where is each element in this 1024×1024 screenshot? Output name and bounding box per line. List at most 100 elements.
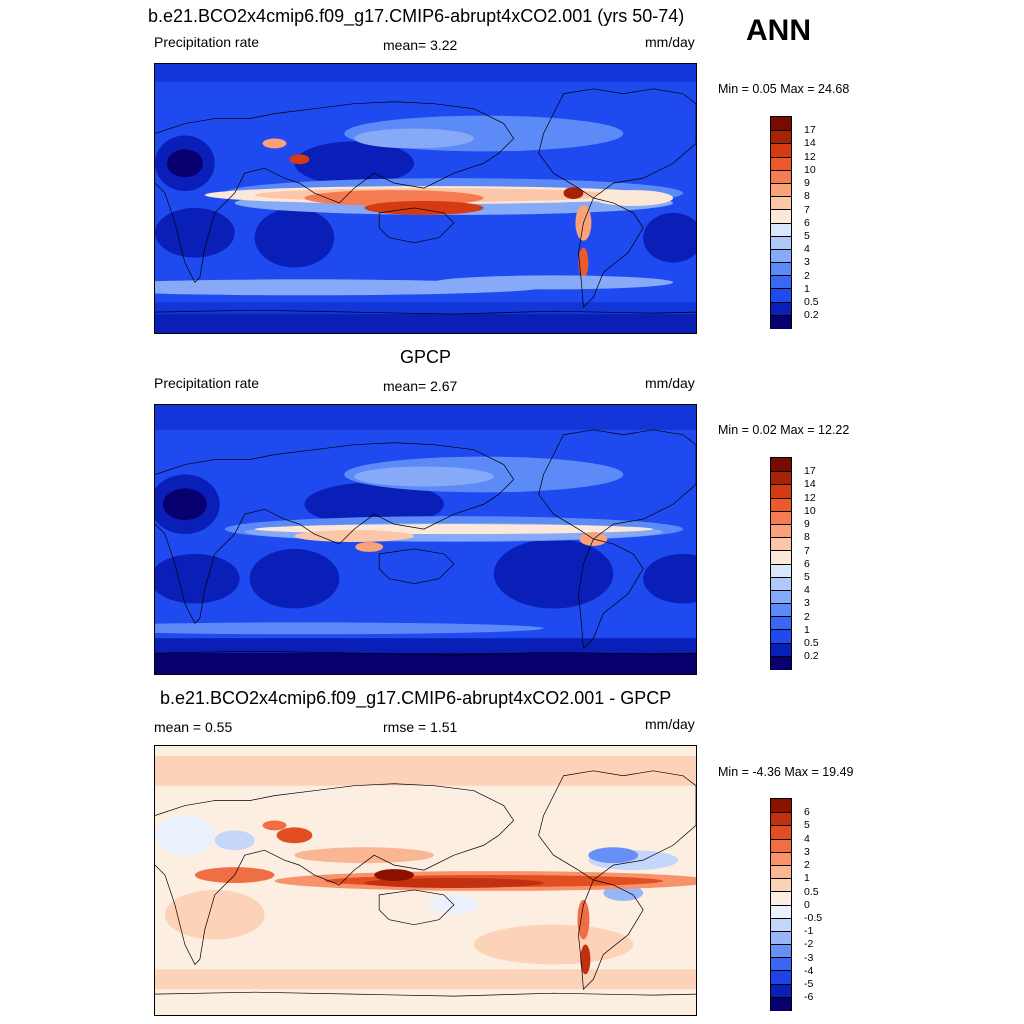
colorbar-tick-label: 1 [804, 283, 810, 295]
colorbar-tick-label: 4 [804, 243, 810, 255]
colorbar-swatch [771, 799, 791, 814]
colorbar-swatch [771, 945, 791, 959]
colorbar-swatch [771, 117, 791, 132]
colorbar-tick-label: 4 [804, 833, 810, 845]
colorbar-swatch [771, 249, 791, 264]
colorbar-tick-label: 8 [804, 531, 810, 543]
colorbar-swatch [771, 236, 791, 250]
colorbar-swatch [771, 564, 791, 578]
panel1-map-svg [155, 64, 696, 333]
colorbar-tick-label: 12 [804, 492, 816, 504]
colorbar-swatch [771, 984, 791, 998]
colorbar-tick-label: 3 [804, 846, 810, 858]
colorbar-swatch [771, 511, 791, 525]
panel2-units: mm/day [645, 375, 695, 391]
colorbar-swatch [771, 223, 791, 237]
colorbar-swatch [771, 839, 791, 853]
panel3-rmse: rmse = 1.51 [383, 719, 458, 735]
colorbar-tick-label: 9 [804, 177, 810, 189]
panel1-colorbar [770, 116, 792, 329]
colorbar-tick-label: 0.5 [804, 637, 819, 649]
colorbar-tick-label: 8 [804, 190, 810, 202]
colorbar-swatch [771, 918, 791, 932]
colorbar-swatch [771, 630, 791, 644]
panel1-map [154, 63, 697, 334]
colorbar-swatch [771, 931, 791, 946]
colorbar-tick-label: -4 [804, 965, 814, 977]
colorbar-tick-label: 5 [804, 571, 810, 583]
panel1-units: mm/day [645, 34, 695, 50]
colorbar-swatch [771, 524, 791, 539]
colorbar-swatch [771, 538, 791, 552]
panel3-units: mm/day [645, 716, 695, 732]
colorbar-swatch [771, 197, 791, 211]
colorbar-tick-label: 12 [804, 151, 816, 163]
colorbar-tick-label: 5 [804, 230, 810, 242]
colorbar-tick-label: 6 [804, 806, 810, 818]
panel2-map-svg [155, 405, 696, 674]
panel3-map-svg [155, 746, 696, 1015]
colorbar-swatch [771, 617, 791, 631]
panel3-title: b.e21.BCO2x4cmip6.f09_g17.CMIP6-abrupt4x… [160, 688, 672, 708]
colorbar-swatch [771, 997, 791, 1011]
colorbar-swatch [771, 865, 791, 880]
colorbar-tick-label: 3 [804, 597, 810, 609]
colorbar-tick-label: -1 [804, 925, 814, 937]
colorbar-tick-label: 14 [804, 137, 816, 149]
panel2-colorbar [770, 457, 792, 670]
colorbar-swatch [771, 458, 791, 473]
colorbar-tick-label: 0.2 [804, 309, 819, 321]
colorbar-tick-label: 0.5 [804, 886, 819, 898]
panel3-colorbar [770, 798, 792, 1011]
colorbar-tick-label: 6 [804, 217, 810, 229]
colorbar-swatch [771, 551, 791, 565]
colorbar-swatch [771, 472, 791, 486]
panel2-map [154, 404, 697, 675]
colorbar-tick-label: -3 [804, 952, 814, 964]
colorbar-tick-label: -2 [804, 938, 814, 950]
season-label: ANN [746, 14, 811, 47]
panel2-variable: Precipitation rate [154, 375, 260, 391]
colorbar-swatch [771, 498, 791, 512]
colorbar-tick-label: 2 [804, 611, 810, 623]
panel2-minmax: Min = 0.02 Max = 12.22 [718, 423, 850, 437]
panel1-variable: Precipitation rate [154, 34, 260, 50]
colorbar-tick-label: 7 [804, 204, 810, 216]
panel2-title: GPCP [400, 347, 452, 367]
panel3-minmax: Min = -4.36 Max = 19.49 [718, 765, 854, 779]
colorbar-tick-label: 2 [804, 270, 810, 282]
colorbar-swatch [771, 879, 791, 893]
panel1-mean: mean= 3.22 [383, 37, 458, 53]
colorbar-swatch [771, 170, 791, 184]
colorbar-swatch [771, 485, 791, 499]
panel3-mean: mean = 0.55 [154, 719, 233, 735]
colorbar-tick-label: 4 [804, 584, 810, 596]
colorbar-swatch [771, 577, 791, 591]
colorbar-swatch [771, 276, 791, 290]
colorbar-swatch [771, 892, 791, 906]
colorbar-swatch [771, 643, 791, 657]
colorbar-swatch [771, 289, 791, 303]
colorbar-swatch [771, 263, 791, 277]
colorbar-tick-label: 5 [804, 819, 810, 831]
colorbar-swatch [771, 131, 791, 145]
colorbar-tick-label: 3 [804, 256, 810, 268]
colorbar-swatch [771, 905, 791, 919]
panel3-map [154, 745, 697, 1016]
colorbar-swatch [771, 604, 791, 618]
colorbar-tick-label: 0.5 [804, 296, 819, 308]
colorbar-swatch [771, 302, 791, 316]
colorbar-swatch [771, 315, 791, 329]
colorbar-swatch [771, 813, 791, 827]
colorbar-tick-label: 0 [804, 899, 810, 911]
colorbar-tick-label: 10 [804, 164, 816, 176]
panel1-minmax: Min = 0.05 Max = 24.68 [718, 82, 850, 96]
colorbar-tick-label: 1 [804, 872, 810, 884]
colorbar-swatch [771, 656, 791, 670]
colorbar-tick-label: 0.2 [804, 650, 819, 662]
colorbar-swatch [771, 590, 791, 605]
colorbar-swatch [771, 144, 791, 158]
colorbar-tick-label: 17 [804, 465, 816, 477]
panel1-title: b.e21.BCO2x4cmip6.f09_g17.CMIP6-abrupt4x… [148, 6, 685, 26]
panel2-mean: mean= 2.67 [383, 378, 458, 394]
